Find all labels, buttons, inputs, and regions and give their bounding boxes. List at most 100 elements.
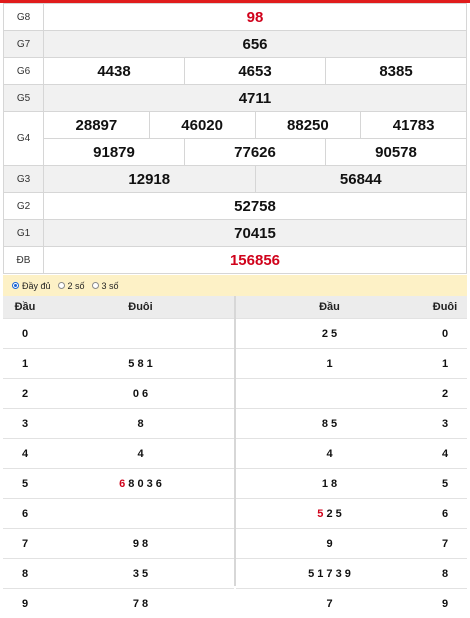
duoi-cell: 9 8 (47, 529, 234, 559)
highlight-digit: 5 (317, 508, 323, 520)
prize-label: G5 (4, 85, 44, 112)
radio-unchecked-icon[interactable] (92, 282, 99, 289)
prize-label: G3 (4, 166, 44, 193)
prize-label: G4 (4, 112, 44, 166)
prize-number: 46020 (149, 112, 255, 139)
lottery-result-page: G8 98 G7 656 G6 4438 4653 8385 G5 4711 G… (0, 0, 470, 588)
prize-row-g8: G8 98 (4, 4, 467, 31)
prize-row-g4-a: G4 28897 46020 88250 41783 (4, 112, 467, 139)
table-row: 6 (3, 499, 234, 529)
duoi-cell: 6 8 0 3 6 (47, 469, 234, 499)
prize-row-special: ĐB 156856 (4, 247, 467, 274)
dau-cell (236, 379, 423, 409)
display-options-bar: Đầy đủ 2 số 3 số (3, 275, 467, 296)
prize-row-g1: G1 70415 (4, 220, 467, 247)
prize-number: 12918 (44, 166, 256, 193)
duoi-cell: 7 (423, 529, 467, 559)
prize-label: G8 (4, 4, 44, 31)
option-2-digits[interactable]: 2 số (58, 281, 85, 291)
dau-cell: 2 5 (236, 319, 423, 349)
prize-label: G6 (4, 58, 44, 85)
prize-label: G2 (4, 193, 44, 220)
dau-cell: 0 (3, 319, 47, 349)
prize-row-g4-b: 91879 77626 90578 (4, 139, 467, 166)
duoi-cell: 1 (423, 349, 467, 379)
dau-cell: 1 (236, 349, 423, 379)
prize-number: 90578 (326, 139, 467, 166)
dau-cell: 1 (3, 349, 47, 379)
prize-row-g2: G2 52758 (4, 193, 467, 220)
prize-number: 656 (44, 31, 467, 58)
option-3-digits-label: 3 số (102, 281, 119, 291)
duoi-cell: 2 (423, 379, 467, 409)
option-2-digits-label: 2 số (68, 281, 85, 291)
prize-number: 4653 (185, 58, 326, 85)
duoi-cell: 0 6 (47, 379, 234, 409)
col-head-duoi: Đuôi (423, 296, 467, 319)
prize-number: 4711 (44, 85, 467, 112)
dau-digits: 2 5 (326, 508, 341, 520)
dau-cell: 7 (236, 589, 423, 618)
dau-cell: 4 (3, 439, 47, 469)
dau-cell: 1 8 (236, 469, 423, 499)
prize-label: G1 (4, 220, 44, 247)
duoi-cell (47, 319, 234, 349)
prize-number: 8385 (326, 58, 467, 85)
dau-cell: 6 (3, 499, 47, 529)
duoi-cell (47, 499, 234, 529)
prize-label: ĐB (4, 247, 44, 274)
dau-cell: 8 (3, 559, 47, 589)
col-head-dau: Đầu (236, 296, 423, 319)
duoi-cell: 4 (47, 439, 234, 469)
prize-number: 88250 (255, 112, 361, 139)
prize-number: 98 (44, 4, 467, 31)
dau-cell: 5 (3, 469, 47, 499)
radio-unchecked-icon[interactable] (58, 282, 65, 289)
duoi-cell: 9 (423, 589, 467, 618)
prize-number: 77626 (185, 139, 326, 166)
option-full-label: Đầy đủ (22, 281, 51, 291)
table-row: 0 (3, 319, 234, 349)
prize-number: 56844 (255, 166, 467, 193)
duoi-cell: 8 (47, 409, 234, 439)
dau-cell: 5 2 5 (236, 499, 423, 529)
duoi-cell: 6 (423, 499, 467, 529)
duoi-cell: 7 8 (47, 589, 234, 618)
duoi-cell: 3 5 (47, 559, 234, 589)
prize-row-g3: G3 12918 56844 (4, 166, 467, 193)
prize-number: 91879 (44, 139, 185, 166)
prize-row-g7: G7 656 (4, 31, 467, 58)
col-head-duoi: Đuôi (47, 296, 234, 319)
duoi-cell: 5 (423, 469, 467, 499)
highlight-digit: 6 (119, 478, 125, 490)
dau-cell: 9 (236, 529, 423, 559)
radio-checked-icon[interactable] (12, 282, 19, 289)
prize-number: 52758 (44, 193, 467, 220)
option-3-digits[interactable]: 3 số (92, 281, 119, 291)
prize-number: 41783 (361, 112, 467, 139)
option-full[interactable]: Đầy đủ (12, 281, 51, 291)
duoi-cell: 5 8 1 (47, 349, 234, 379)
prize-row-g5: G5 4711 (4, 85, 467, 112)
dau-cell: 5 1 7 3 9 (236, 559, 423, 589)
duoi-cell: 3 (423, 409, 467, 439)
prize-number: 4438 (44, 58, 185, 85)
dau-cell: 9 (3, 589, 47, 618)
dau-cell: 3 (3, 409, 47, 439)
